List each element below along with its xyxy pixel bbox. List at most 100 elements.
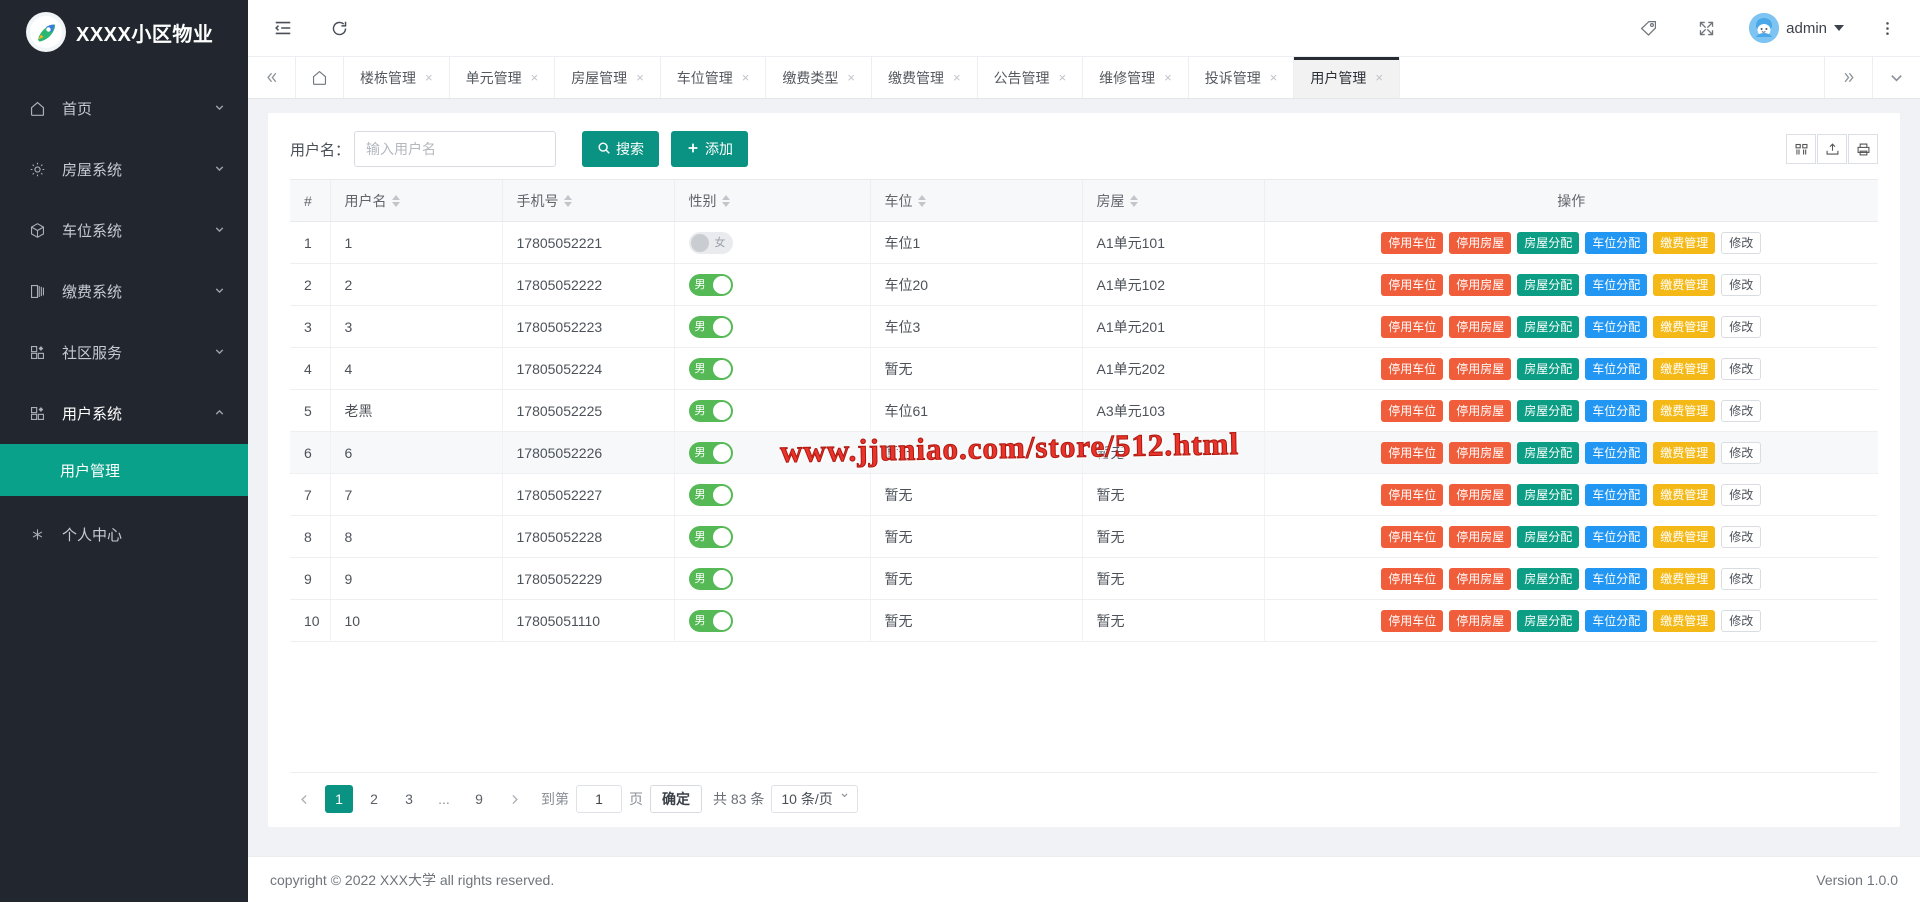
action-button-0[interactable]: 停用车位 — [1381, 483, 1444, 506]
action-button-1[interactable]: 停用房屋 — [1449, 441, 1512, 464]
close-icon[interactable]: × — [847, 70, 855, 85]
print-icon[interactable] — [1848, 134, 1878, 164]
action-button-3[interactable]: 车位分配 — [1585, 357, 1648, 380]
action-button-1[interactable]: 停用房屋 — [1449, 399, 1512, 422]
action-button-4[interactable]: 缴费管理 — [1653, 609, 1716, 632]
table-row[interactable]: 8 8 17805052228 男暂无 暂无 停用车位 停用房屋 房屋分配 车位分配 缴费管理 修改 — [290, 515, 1878, 558]
gender-toggle[interactable]: 男 — [688, 567, 733, 590]
column-gender[interactable]: 性别 — [674, 179, 871, 222]
action-button-2[interactable]: 房屋分配 — [1517, 273, 1580, 296]
action-button-2[interactable]: 房屋分配 — [1517, 357, 1580, 380]
sort-icon[interactable] — [391, 194, 400, 207]
sidebar-item-payment-system[interactable]: 缴费系统 — [0, 261, 248, 322]
action-button-1[interactable]: 停用房屋 — [1449, 525, 1512, 548]
gender-toggle[interactable]: 男 — [688, 609, 733, 632]
tabbar-dropdown-icon[interactable] — [1872, 57, 1920, 98]
action-button-5[interactable]: 修改 — [1721, 357, 1762, 380]
action-button-0[interactable]: 停用车位 — [1381, 609, 1444, 632]
column-parking[interactable]: 车位 — [870, 179, 1083, 222]
page-button-9[interactable]: 9 — [475, 791, 483, 807]
close-icon[interactable]: × — [741, 70, 750, 85]
action-button-5[interactable]: 修改 — [1721, 525, 1762, 548]
close-icon[interactable]: × — [530, 70, 539, 85]
tab-parking-management[interactable]: 车位管理 × — [661, 57, 767, 98]
tab-payment-management[interactable]: 缴费管理 × — [872, 57, 978, 98]
sidebar-item-house-system[interactable]: 房屋系统 — [0, 139, 248, 200]
search-button[interactable]: 搜索 — [582, 131, 660, 167]
tab-complaint-management[interactable]: 投诉管理 × — [1189, 57, 1295, 98]
action-button-2[interactable]: 房屋分配 — [1517, 567, 1580, 590]
gender-toggle[interactable]: 男 — [688, 483, 733, 506]
gender-toggle[interactable]: 女 — [688, 231, 733, 254]
action-button-0[interactable]: 停用车位 — [1381, 567, 1444, 590]
action-button-1[interactable]: 停用房屋 — [1449, 567, 1512, 590]
gender-toggle[interactable]: 男 — [688, 399, 733, 422]
action-button-4[interactable]: 缴费管理 — [1653, 357, 1716, 380]
sort-icon[interactable] — [917, 194, 926, 207]
action-button-1[interactable]: 停用房屋 — [1449, 273, 1512, 296]
tab-building-management[interactable]: 楼栋管理 × — [344, 57, 450, 98]
action-button-4[interactable]: 缴费管理 — [1653, 483, 1716, 506]
action-button-1[interactable]: 停用房屋 — [1449, 357, 1512, 380]
action-button-3[interactable]: 车位分配 — [1585, 399, 1648, 422]
page-size-select[interactable]: 10 条/页 — [771, 785, 859, 813]
export-icon[interactable] — [1817, 134, 1847, 164]
page-button-2[interactable]: 2 — [370, 791, 378, 807]
more-vertical-icon[interactable] — [1872, 13, 1902, 43]
table-row[interactable]: 9 9 17805052229 男暂无 暂无 停用车位 停用房屋 房屋分配 车位分配 缴费管理 修改 — [290, 557, 1878, 600]
add-button[interactable]: 添加 — [671, 131, 749, 167]
prev-page-button[interactable] — [290, 785, 318, 813]
column-username[interactable]: 用户名 — [330, 179, 503, 222]
gender-toggle[interactable]: 男 — [688, 273, 733, 296]
action-button-4[interactable]: 缴费管理 — [1653, 525, 1716, 548]
action-button-5[interactable]: 修改 — [1721, 273, 1762, 296]
sort-icon[interactable] — [721, 194, 730, 207]
action-button-2[interactable]: 房屋分配 — [1517, 231, 1580, 254]
action-button-3[interactable]: 车位分配 — [1585, 483, 1648, 506]
action-button-0[interactable]: 停用车位 — [1381, 441, 1444, 464]
sidebar-item-user-management[interactable]: 用户管理 — [0, 444, 248, 496]
action-button-2[interactable]: 房屋分配 — [1517, 525, 1580, 548]
tab-payment-type[interactable]: 缴费类型 × — [766, 57, 872, 98]
action-button-0[interactable]: 停用车位 — [1381, 399, 1444, 422]
table-row[interactable]: 10 10 17805051110 男暂无 暂无 停用车位 停用房屋 房屋分配 车位分配 缴费管理… — [290, 599, 1878, 642]
close-icon[interactable]: × — [1375, 70, 1383, 85]
close-icon[interactable]: × — [636, 70, 644, 85]
table-row[interactable]: 7 7 17805052227 男暂无 暂无 停用车位 停用房屋 房屋分配 车位分配 缴费管理 修改 — [290, 473, 1878, 516]
action-button-4[interactable]: 缴费管理 — [1653, 441, 1716, 464]
gender-toggle[interactable]: 男 — [688, 441, 733, 464]
table-row[interactable]: 2 2 17805052222 男车位20 A1单元102 停用车位 停用房屋 房屋分配 车位分… — [290, 263, 1878, 306]
close-icon[interactable]: × — [1164, 70, 1172, 85]
chevron-double-right-icon[interactable] — [1824, 57, 1872, 98]
action-button-0[interactable]: 停用车位 — [1381, 315, 1444, 338]
close-icon[interactable]: × — [1269, 70, 1278, 85]
action-button-0[interactable]: 停用车位 — [1381, 357, 1444, 380]
action-button-2[interactable]: 房屋分配 — [1517, 399, 1580, 422]
sort-icon[interactable] — [563, 194, 572, 207]
close-icon[interactable]: × — [952, 70, 961, 85]
action-button-0[interactable]: 停用车位 — [1381, 273, 1444, 296]
table-row[interactable]: 4 4 17805052224 男暂无 A1单元202 停用车位 停用房屋 房屋分配 车位分配缴… — [290, 347, 1878, 390]
action-button-3[interactable]: 车位分配 — [1585, 315, 1648, 338]
action-button-5[interactable]: 修改 — [1721, 567, 1762, 590]
action-button-3[interactable]: 车位分配 — [1585, 525, 1648, 548]
refresh-icon[interactable] — [324, 13, 354, 43]
chevron-double-left-icon[interactable] — [248, 57, 296, 98]
page-button-3[interactable]: 3 — [405, 791, 413, 807]
close-icon[interactable]: × — [1058, 70, 1067, 85]
action-button-2[interactable]: 房屋分配 — [1517, 483, 1580, 506]
columns-icon[interactable] — [1786, 134, 1816, 164]
menu-fold-icon[interactable] — [268, 13, 298, 43]
tab-unit-management[interactable]: 单元管理 × — [450, 57, 556, 98]
gender-toggle[interactable]: 男 — [688, 525, 733, 548]
action-button-2[interactable]: 房屋分配 — [1517, 441, 1580, 464]
action-button-4[interactable]: 缴费管理 — [1653, 315, 1716, 338]
action-button-5[interactable]: 修改 — [1721, 231, 1762, 254]
action-button-3[interactable]: 车位分配 — [1585, 231, 1648, 254]
action-button-5[interactable]: 修改 — [1721, 399, 1762, 422]
table-row[interactable]: 5 老黑 17805052225 男 车位61 A3单元103 停用车位 停用房屋 房屋分配 车位… — [290, 389, 1878, 432]
action-button-1[interactable]: 停用房屋 — [1449, 315, 1512, 338]
sort-icon[interactable] — [1129, 194, 1138, 207]
tag-icon[interactable] — [1633, 13, 1663, 43]
action-button-3[interactable]: 车位分配 — [1585, 609, 1648, 632]
